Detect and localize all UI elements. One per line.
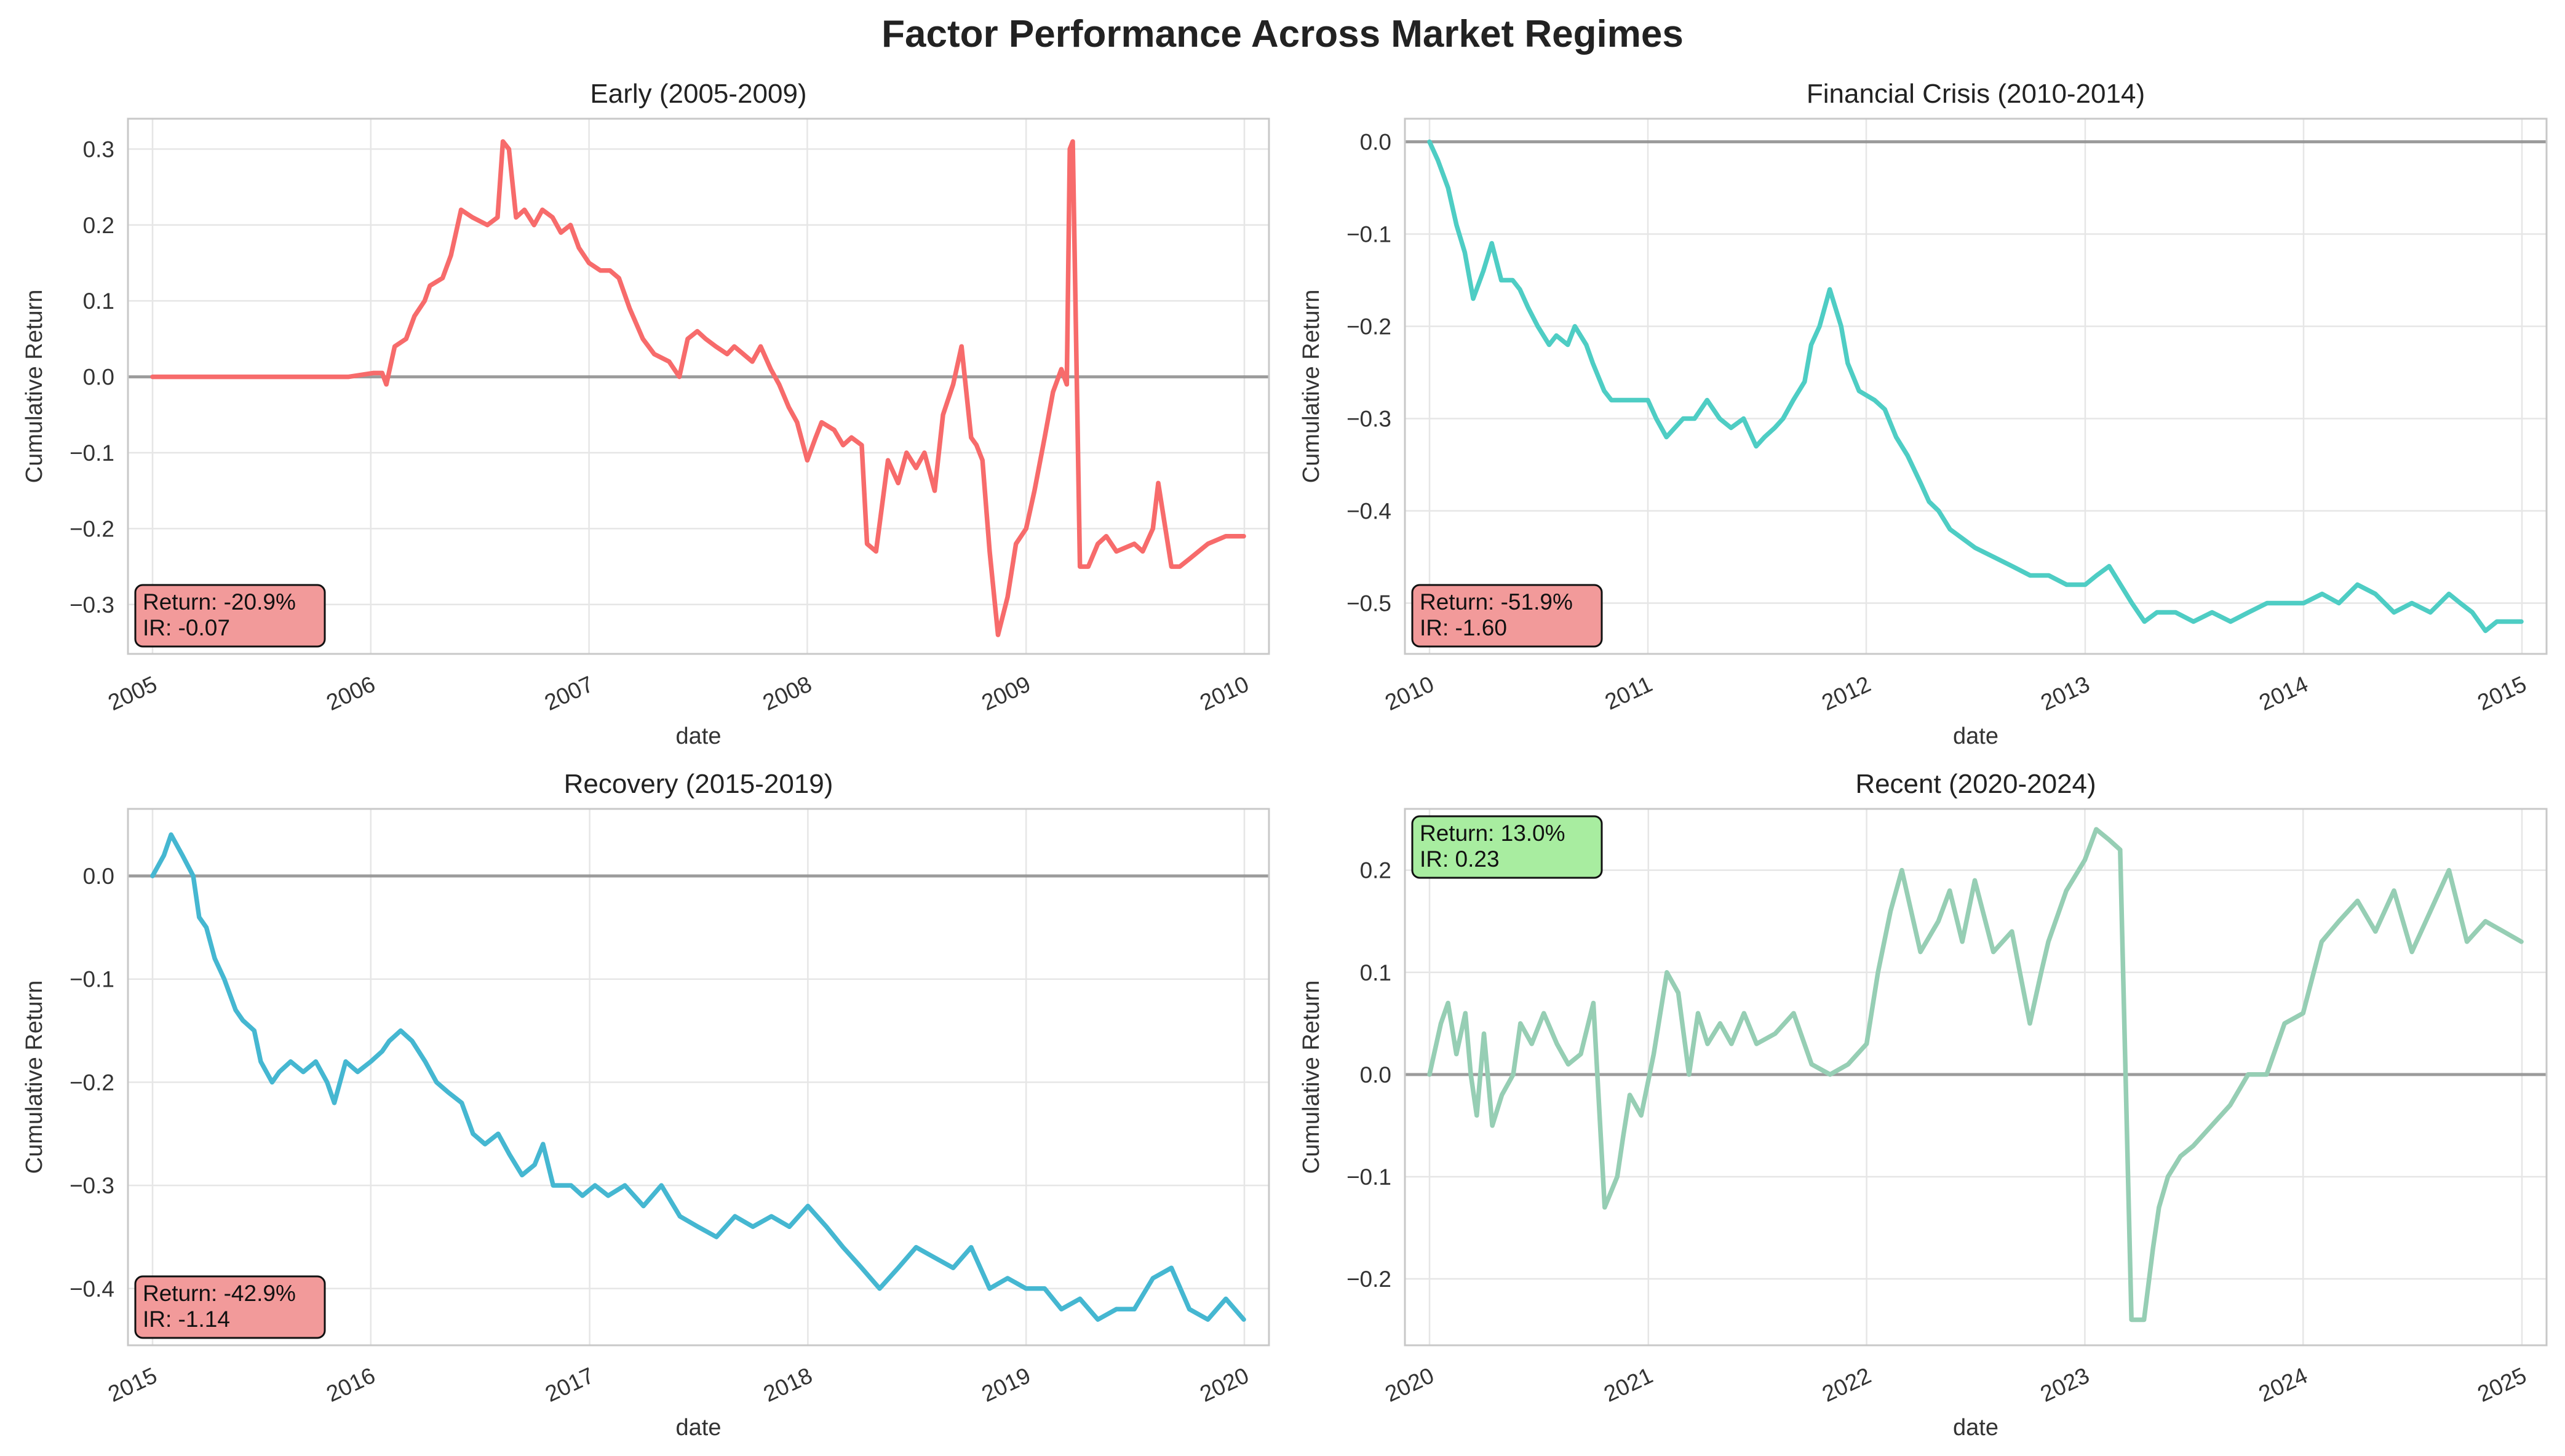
return-text: Return: -51.9% [1420, 589, 1573, 615]
stats-annotation: Return: -51.9%IR: -1.60 [1411, 584, 1603, 648]
plot-area [128, 119, 1269, 654]
x-tick-label: 2005 [104, 671, 161, 715]
cumulative-return-line [1427, 827, 2524, 1323]
x-tick-label: 2015 [104, 1363, 161, 1407]
y-tick-label: 0.1 [83, 288, 114, 314]
y-tick-label: −0.2 [1346, 1267, 1391, 1292]
figure-title: Factor Performance Across Market Regimes [881, 13, 1684, 55]
panel-title: Recent (2020-2024) [1855, 769, 2096, 799]
y-tick-label: −0.5 [1346, 591, 1391, 616]
y-tick-label: −0.3 [1346, 407, 1391, 432]
y-tick-label: −0.1 [1346, 222, 1391, 247]
y-tick-label: 0.2 [1360, 858, 1391, 883]
y-tick-label: −0.2 [1346, 314, 1391, 340]
stats-box [1411, 584, 1603, 648]
y-tick-label: −0.4 [1346, 499, 1391, 524]
stats-box [134, 584, 326, 648]
y-axis-label: Cumulative Return [22, 981, 47, 1174]
stats-box [134, 1275, 326, 1339]
x-axis-label: date [1953, 1415, 1998, 1441]
x-tick-label: 2009 [978, 671, 1035, 715]
y-tick-label: −0.4 [70, 1276, 114, 1302]
cumulative-return-line [150, 832, 1246, 1322]
x-tick-label: 2025 [2473, 1363, 2530, 1407]
plot-area [1405, 119, 2547, 654]
y-tick-label: −0.1 [1346, 1164, 1391, 1190]
x-tick-label: 2021 [1600, 1363, 1656, 1407]
ir-text: IR: -1.60 [1420, 615, 1507, 640]
y-axis-label: Cumulative Return [1298, 981, 1324, 1174]
x-tick-label: 2013 [2037, 671, 2093, 715]
y-tick-label: −0.3 [70, 1173, 114, 1198]
y-tick-label: 0.0 [83, 864, 114, 889]
return-text: Return: 13.0% [1420, 821, 1565, 846]
y-tick-label: 0.0 [1360, 130, 1391, 155]
plot-frame [1404, 808, 2548, 1347]
stats-annotation: Return: 13.0%IR: 0.23 [1411, 815, 1603, 879]
cumulative-return-line [1427, 139, 2524, 634]
y-tick-label: −0.3 [70, 592, 114, 618]
return-text: Return: -20.9% [143, 589, 296, 615]
x-tick-label: 2010 [1196, 671, 1252, 715]
x-tick-label: 2007 [541, 671, 597, 715]
y-tick-label: −0.2 [70, 516, 114, 541]
x-tick-label: 2012 [1818, 671, 1874, 715]
y-tick-label: 0.3 [83, 137, 114, 162]
y-tick-label: 0.1 [1360, 960, 1391, 985]
x-tick-label: 2006 [322, 671, 379, 715]
chart-panel-4: 0.2 0.1 0.0 −0.1 −0.2 2020 2021 2022 2023 2024 202… [1298, 769, 2548, 1441]
x-tick-label: 2020 [1381, 1363, 1438, 1407]
x-tick-label: 2015 [2473, 671, 2530, 715]
ir-text: IR: 0.23 [1420, 846, 1500, 872]
stats-annotation: Return: -42.9%IR: -1.14 [134, 1275, 326, 1339]
y-tick-label: −0.1 [70, 440, 114, 466]
x-tick-label: 2017 [541, 1363, 598, 1407]
chart-panel-2: 0.0 −0.1 −0.2 −0.3 −0.4 −0.5 2010 2011 2012 2013 2… [1298, 79, 2548, 749]
panel-title: Early (2005-2009) [590, 79, 806, 109]
panel-title: Financial Crisis (2010-2014) [1807, 79, 2145, 109]
stats-annotation: Return: -20.9%IR: -0.07 [134, 584, 326, 648]
y-tick-label: 0.0 [1360, 1062, 1391, 1088]
x-tick-label: 2014 [2255, 671, 2312, 715]
x-axis-label: date [676, 723, 722, 749]
chart-panel-1: 0.3 0.2 0.1 0.0 −0.1 −0.2 −0.3 2005 2006 2007 2008… [22, 79, 1270, 749]
panels: 0.3 0.2 0.1 0.0 −0.1 −0.2 −0.3 2005 2006 2007 2008… [22, 79, 2548, 1441]
x-tick-label: 2023 [2037, 1363, 2093, 1407]
y-tick-label: −0.1 [70, 967, 114, 992]
x-tick-label: 2016 [322, 1363, 379, 1407]
x-tick-label: 2008 [759, 671, 816, 715]
x-tick-label: 2019 [978, 1363, 1035, 1407]
x-tick-label: 2020 [1196, 1363, 1252, 1407]
x-tick-label: 2022 [1818, 1363, 1875, 1407]
y-tick-label: 0.2 [83, 213, 114, 238]
cumulative-return-line [150, 139, 1246, 637]
x-tick-label: 2018 [760, 1363, 816, 1407]
x-axis-label: date [1953, 723, 1998, 749]
y-tick-label: −0.2 [70, 1070, 114, 1095]
plot-frame [1404, 117, 2548, 655]
y-tick-label: 0.0 [83, 365, 114, 390]
ir-text: IR: -1.14 [143, 1307, 230, 1332]
x-tick-label: 2011 [1601, 671, 1656, 715]
y-axis-label: Cumulative Return [1298, 290, 1324, 483]
panel-title: Recovery (2015-2019) [564, 769, 833, 799]
x-tick-label: 2024 [2255, 1363, 2312, 1407]
y-axis-label: Cumulative Return [22, 290, 47, 483]
chart-panel-3: 0.0 −0.1 −0.2 −0.3 −0.4 2015 2016 2017 2018 2019 2… [22, 769, 1270, 1441]
stats-box [1411, 815, 1603, 879]
plot-frame [127, 117, 1270, 655]
ir-text: IR: -0.07 [143, 615, 230, 640]
return-text: Return: -42.9% [143, 1281, 296, 1306]
plot-area [128, 809, 1269, 1345]
plot-frame [127, 808, 1270, 1347]
x-tick-label: 2010 [1381, 671, 1438, 715]
x-axis-label: date [676, 1415, 722, 1441]
